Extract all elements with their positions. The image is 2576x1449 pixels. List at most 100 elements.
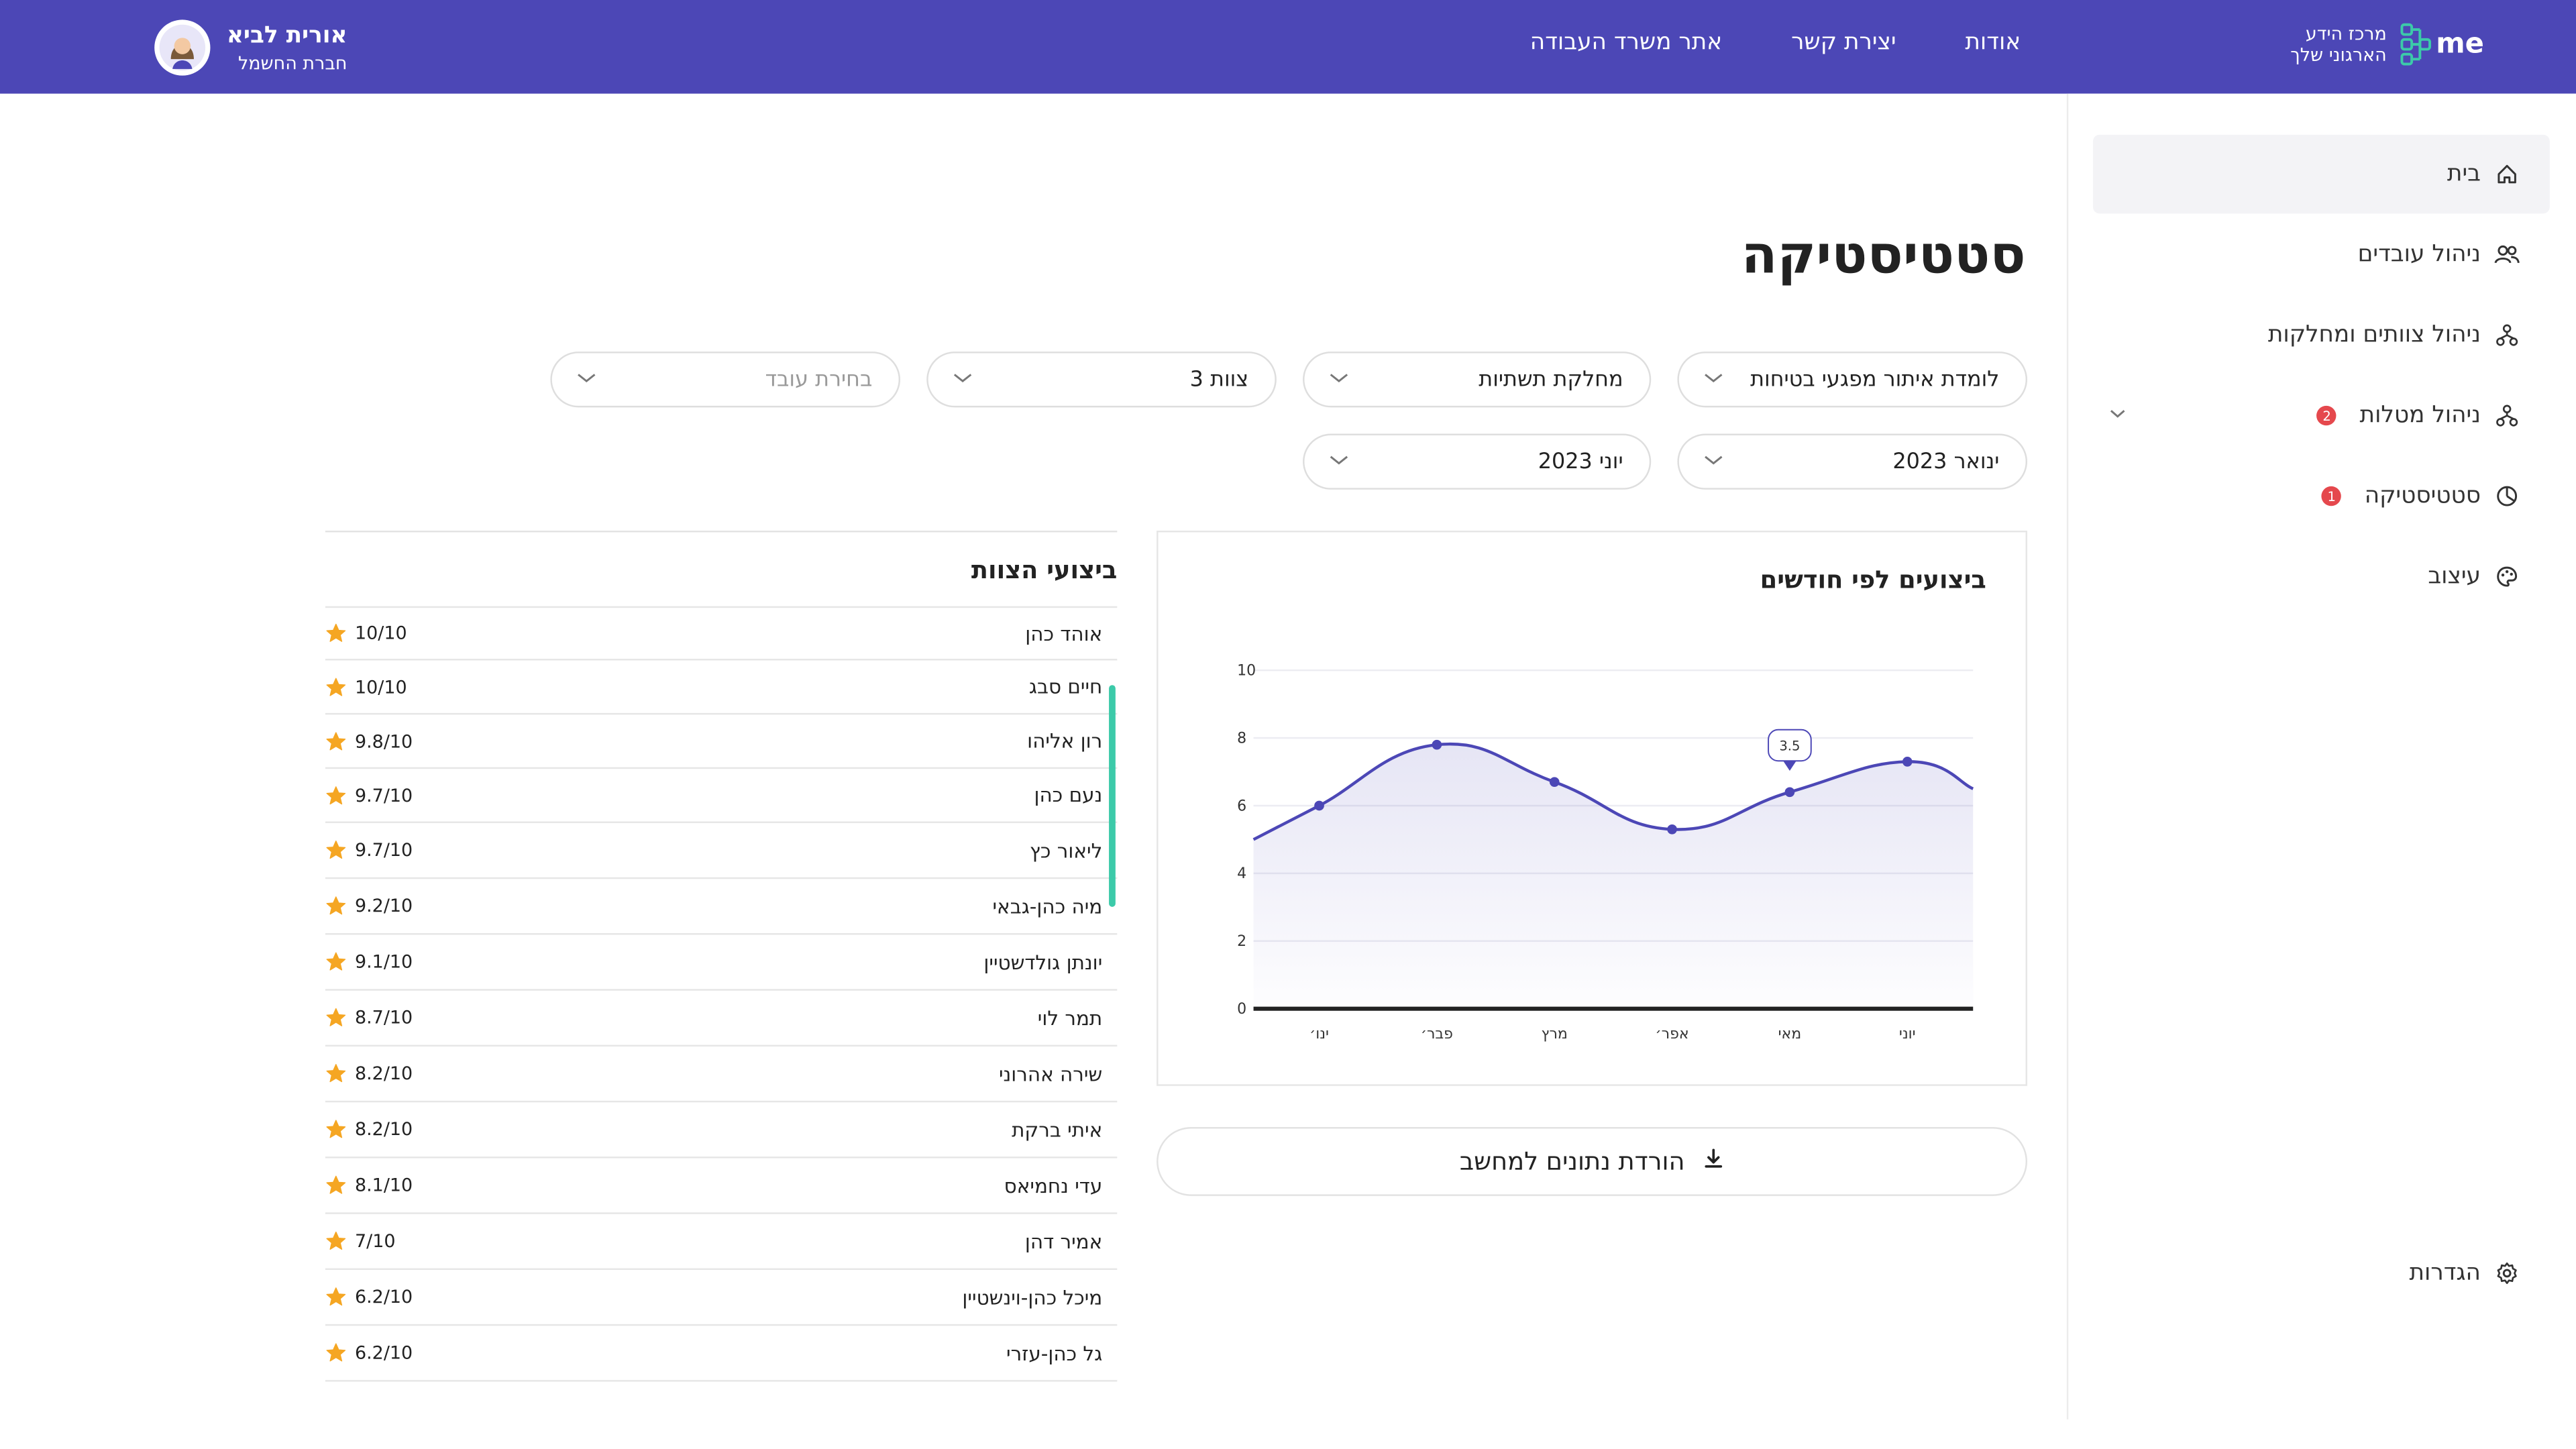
nav-contact-link[interactable]: יצירת קשר [1791, 30, 1896, 56]
team-row[interactable]: אוהד כהן 10/10 [325, 608, 1118, 661]
users-icon [2494, 241, 2520, 268]
logo-me-text: me [2436, 28, 2484, 61]
team-member-score-value: 8.2/10 [354, 1118, 413, 1140]
sidebar-item-employees[interactable]: ניהול עובדים [2093, 215, 2550, 294]
chart-data-point[interactable] [1432, 739, 1442, 750]
statistics-count-badge: 1 [2322, 486, 2342, 506]
team-member-score-value: 6.2/10 [354, 1286, 413, 1308]
chart-x-tick-label: ינו׳ [1309, 1026, 1329, 1042]
sidebar-item-label: הגדרות [2409, 1260, 2481, 1287]
team-member-score: 9.2/10 [325, 896, 413, 917]
star-icon [326, 785, 346, 804]
course-select[interactable]: לומדת איתור מפגעי בטיחות [1677, 352, 2028, 408]
star-icon [326, 1064, 346, 1083]
team-row[interactable]: עדי נחמיאס 8.1/10 [325, 1159, 1118, 1214]
chart-y-tick-label: 6 [1237, 798, 1246, 814]
chart-x-tick-label: מרץ [1542, 1026, 1568, 1042]
org-chart-icon [2494, 322, 2520, 348]
logo-tagline: מרכז הידע הארגוני שלך [2290, 23, 2386, 66]
team-member-name: נעם כהן [1034, 784, 1103, 807]
team-row[interactable]: גל כהן-עזרי 6.2/10 [325, 1326, 1118, 1382]
team-list-scrollbar[interactable] [1109, 685, 1116, 907]
download-data-button[interactable]: הורדת נתונים למחשב [1157, 1127, 2028, 1196]
from-month-select[interactable]: ינואר 2023 [1677, 433, 2028, 490]
sidebar-item-teams[interactable]: ניהול צוותים ומחלקות [2093, 296, 2550, 375]
star-icon [326, 1287, 346, 1306]
team-select[interactable]: צוות 3 [926, 352, 1277, 408]
team-row[interactable]: נעם כהן 9.7/10 [325, 769, 1118, 823]
chevron-down-icon[interactable] [2106, 402, 2129, 432]
team-select-value: צוות 3 [1189, 367, 1249, 392]
avatar [154, 19, 211, 76]
chart-title: ביצועים לפי חודשים [1760, 565, 1986, 595]
department-select-value: מחלקת תשתיות [1479, 367, 1623, 392]
chart-data-point[interactable] [1667, 824, 1677, 835]
sidebar-item-settings[interactable]: הגדרות [2093, 1234, 2550, 1313]
user-profile[interactable]: אורית לביא חברת החשמל [154, 19, 347, 76]
team-performance-title: ביצועי הצוות [325, 532, 1118, 608]
sidebar-item-label: ניהול צוותים ומחלקות [2267, 322, 2481, 349]
sidebar-item-label: עיצוב [2428, 564, 2481, 590]
team-member-name: תמר לוי [1037, 1006, 1103, 1030]
logo[interactable]: me מרכז הידע הארגוני שלך [2290, 23, 2484, 66]
nav-about-link[interactable]: אודות [1965, 30, 2021, 56]
team-member-score: 10/10 [325, 676, 407, 698]
chevron-down-icon [1328, 367, 1350, 392]
team-member-score: 8.2/10 [325, 1119, 413, 1140]
performance-line-chart: 0 2 4 6 8 10 ינו׳ פבר׳ מרץ אפר׳ מאי יוני 3.5 [1237, 663, 1974, 1042]
team-member-score-value: 9.1/10 [354, 951, 413, 973]
team-row[interactable]: שירה אהרוני 8.2/10 [325, 1046, 1118, 1103]
chart-x-tick-label: פבר׳ [1421, 1026, 1453, 1042]
to-month-value: יוני 2023 [1538, 449, 1623, 474]
nav-labor-ministry-link[interactable]: אתר משרד העבודה [1529, 30, 1723, 56]
team-member-score-value: 9.2/10 [354, 895, 413, 917]
chart-data-point[interactable] [1902, 757, 1913, 767]
logo-line-1: מרכז הידע [2305, 23, 2387, 45]
top-nav: אודות יצירת קשר אתר משרד העבודה [1530, 30, 2021, 56]
sidebar-item-statistics[interactable]: סטטיסטיקה 1 [2093, 457, 2550, 536]
chart-data-point[interactable] [1784, 787, 1795, 798]
team-row[interactable]: תמר לוי 8.7/10 [325, 991, 1118, 1047]
sidebar-item-home[interactable]: בית [2093, 134, 2550, 214]
employee-select[interactable]: בחירת עובד [550, 352, 901, 408]
chart-tooltip: 3.5 [1768, 729, 1812, 771]
page-title: סטטיסטיקה [1741, 223, 2026, 286]
team-row[interactable]: יונתן גולדשטיין 9.1/10 [325, 934, 1118, 991]
sidebar-item-label: בית [2447, 161, 2481, 188]
to-month-select[interactable]: יוני 2023 [1303, 433, 1652, 490]
chart-data-point[interactable] [1314, 800, 1324, 811]
team-row[interactable]: חיים סבג 10/10 [325, 660, 1118, 715]
logo-line-2: הארגוני שלך [2290, 44, 2387, 66]
team-member-score-value: 10/10 [354, 623, 407, 645]
team-member-score-value: 7/10 [354, 1230, 396, 1252]
user-company: חברת החשמל [237, 52, 347, 73]
team-member-name: מיה כהן-גבאי [992, 894, 1103, 918]
team-member-score-value: 10/10 [354, 676, 407, 698]
chevron-down-icon [1328, 449, 1350, 474]
logo-tree-icon [2400, 23, 2431, 66]
team-row[interactable]: איתי ברקת 8.2/10 [325, 1102, 1118, 1159]
chart-data-point[interactable] [1549, 777, 1560, 788]
team-member-name: יונתן גולדשטיין [983, 950, 1103, 974]
sidebar: בית ניהול עובדים ניהול צוותים ומחלקות ני… [2066, 93, 2576, 1419]
team-member-score: 9.1/10 [325, 951, 413, 973]
star-icon [326, 1120, 346, 1138]
team-row[interactable]: ליאור כץ 9.7/10 [325, 823, 1118, 879]
user-name: אורית לביא [226, 22, 347, 49]
team-row[interactable]: מיה כהן-גבאי 9.2/10 [325, 879, 1118, 935]
sidebar-item-label: סטטיסטיקה [2364, 483, 2481, 510]
team-member-score: 9.7/10 [325, 784, 413, 806]
sidebar-item-tasks[interactable]: ניהול מטלות 2 [2093, 376, 2550, 455]
chart-y-tick-label: 10 [1237, 663, 1256, 680]
team-performance-list: ביצועי הצוות אוהד כהן 10/10 חיים סבג 10/10 ר… [325, 531, 1118, 1382]
team-member-name: אמיר דהן [1024, 1230, 1103, 1253]
team-row[interactable]: אמיר דהן 7/10 [325, 1214, 1118, 1271]
team-row[interactable]: רון אליהו 9.8/10 [325, 714, 1118, 769]
department-select[interactable]: מחלקת תשתיות [1303, 352, 1652, 408]
sidebar-item-design[interactable]: עיצוב [2093, 537, 2550, 616]
team-row[interactable]: מיכל כהן-וינשטיין 6.2/10 [325, 1270, 1118, 1326]
employee-select-placeholder: בחירת עובד [765, 367, 873, 392]
chart-area-fill [1253, 744, 1974, 1009]
logo-mark: me [2400, 23, 2484, 66]
chart-y-tick-label: 0 [1237, 1001, 1246, 1018]
